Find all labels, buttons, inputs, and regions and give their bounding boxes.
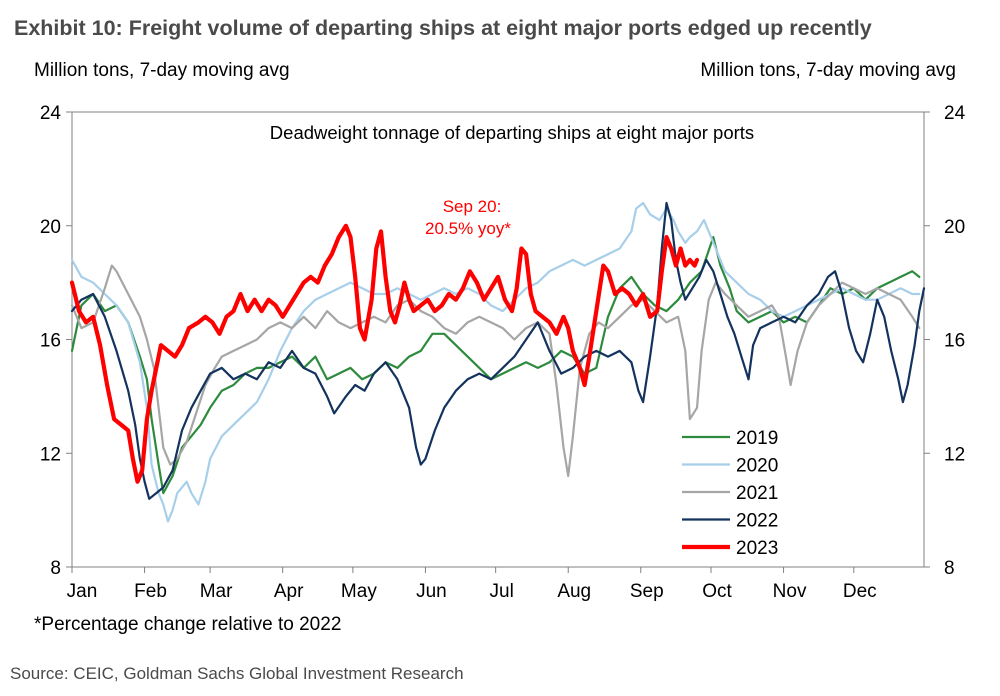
x-tick-label-jul: Jul [490, 581, 514, 602]
x-axis: Jan Feb Mar Apr May Jun Jul Aug Sep Oct Nov Dec [67, 567, 877, 602]
series-line-2019 [70, 236, 921, 495]
legend: 2019 2020 2021 2022 2023 [682, 428, 778, 559]
right-axis-unit-label: Million tons, 7-day moving avg [700, 60, 956, 81]
chart-subtitle: Deadweight tonnage of departing ships at… [270, 122, 754, 143]
x-tick-label-oct: Oct [702, 581, 732, 602]
x-tick-label-apr: Apr [274, 581, 304, 602]
series-line-2022 [70, 201, 926, 500]
left-y-axis: 8 12 16 20 24 [40, 103, 72, 579]
x-tick-label-dec: Dec [843, 581, 877, 602]
legend-label-2021: 2021 [736, 483, 778, 504]
x-tick-label-sep: Sep [630, 581, 664, 602]
right-y-tick-label: 20 [944, 217, 965, 238]
series-line-2020 [70, 201, 921, 523]
right-y-axis: 8 12 16 20 24 [924, 103, 966, 579]
x-tick-label-jun: Jun [416, 581, 447, 602]
legend-label-2020: 2020 [736, 456, 778, 477]
series-line-2023 [69, 223, 700, 484]
x-tick-label-feb: Feb [134, 581, 167, 602]
legend-label-2022: 2022 [736, 511, 778, 532]
x-tick-label-jan: Jan [67, 581, 98, 602]
series-line-2021 [70, 264, 921, 478]
left-y-tick-label: 20 [40, 217, 61, 238]
exhibit-title: Exhibit 10: Freight volume of departing … [14, 16, 872, 40]
right-y-tick-label: 12 [944, 444, 965, 465]
legend-label-2019: 2019 [736, 428, 778, 449]
annotation-line-2: 20.5% yoy* [425, 219, 511, 238]
right-y-tick-label: 16 [944, 331, 965, 352]
source-note: Source: CEIC, Goldman Sachs Global Inves… [10, 664, 464, 683]
x-tick-label-nov: Nov [773, 581, 807, 602]
sep-20-annotation: Sep 20: 20.5% yoy* [425, 197, 511, 238]
left-y-tick-label: 12 [40, 444, 61, 465]
annotation-line-1: Sep 20: [443, 197, 502, 216]
left-axis-unit-label: Million tons, 7-day moving avg [34, 60, 290, 81]
x-tick-label-mar: Mar [200, 581, 233, 602]
right-y-tick-label: 24 [944, 103, 966, 124]
x-tick-label-aug: Aug [557, 581, 591, 602]
footnote: *Percentage change relative to 2022 [34, 614, 342, 635]
x-tick-label-may: May [341, 581, 377, 602]
left-y-tick-label: 24 [40, 103, 62, 124]
left-y-tick-label: 8 [50, 558, 61, 579]
left-y-tick-label: 16 [40, 331, 61, 352]
right-y-tick-label: 8 [944, 558, 955, 579]
legend-label-2023: 2023 [736, 538, 778, 559]
series-layer [69, 201, 926, 523]
